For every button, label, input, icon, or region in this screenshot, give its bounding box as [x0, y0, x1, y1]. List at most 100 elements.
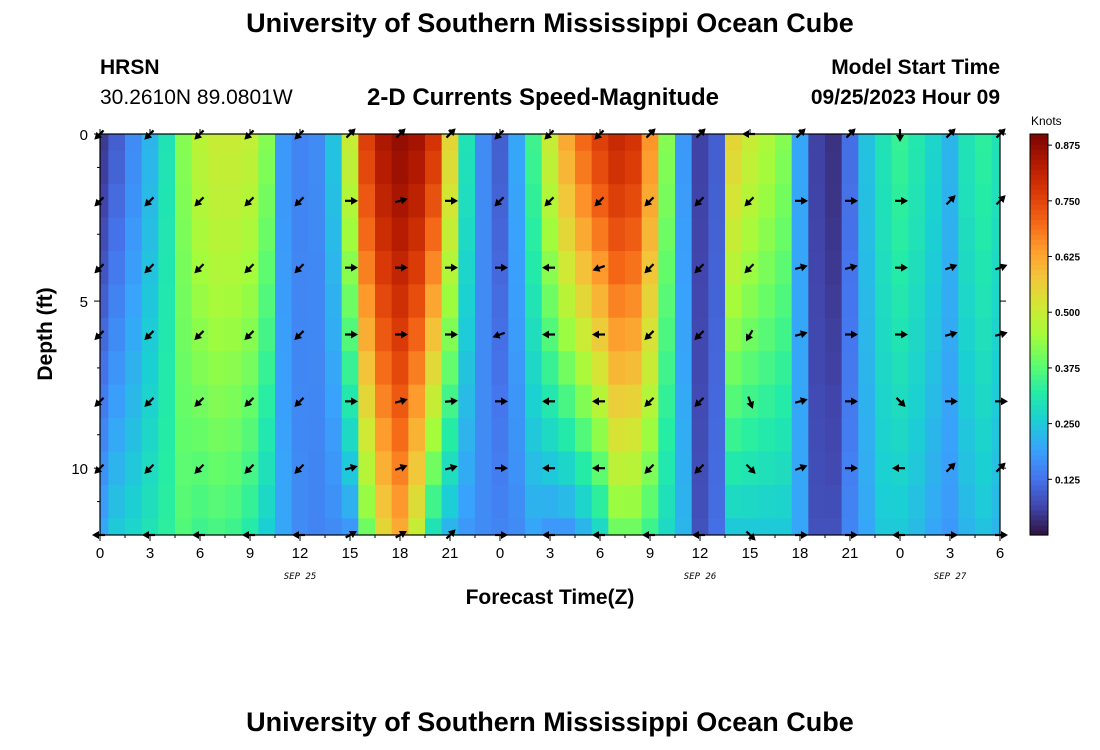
heatmap-cell — [958, 484, 976, 519]
heatmap-cell — [358, 418, 376, 452]
heatmap-cell — [258, 317, 276, 352]
x-date-label: SEP 27 — [934, 572, 967, 582]
heatmap-cell — [541, 418, 559, 452]
heatmap-cell — [525, 150, 543, 185]
heatmap-cell — [341, 484, 359, 519]
heatmap-cell — [575, 184, 593, 219]
heatmap-cell — [975, 317, 993, 352]
heatmap-cell — [508, 384, 526, 419]
current-vector-arrow — [244, 397, 255, 407]
heatmap-cell — [641, 284, 659, 319]
heatmap-cell — [308, 351, 326, 386]
heatmap-cell — [425, 184, 443, 219]
current-vector-arrow — [495, 263, 508, 272]
heatmap-cell — [891, 150, 909, 185]
colorbar-segment — [1030, 244, 1048, 250]
heatmap-cell — [975, 250, 993, 285]
heatmap-cell — [791, 518, 809, 536]
x-axis-label: Forecast Time(Z) — [466, 586, 635, 609]
heatmap-cell — [741, 134, 759, 152]
current-vector-arrow — [892, 464, 905, 473]
heatmap-cell — [608, 134, 626, 152]
heatmap-cell — [175, 184, 193, 219]
heatmap-cell — [591, 484, 609, 519]
current-vector-arrow — [194, 330, 205, 341]
heatmap-cell — [508, 150, 526, 185]
heatmap-cell — [625, 134, 643, 152]
heatmap-cell — [675, 484, 693, 519]
current-vector-arrow — [394, 196, 408, 205]
colorbar-segment — [1030, 359, 1048, 366]
y-tick-label: 10 — [71, 461, 88, 478]
heatmap-cell — [875, 217, 893, 252]
current-vector-arrow — [345, 263, 358, 272]
heatmap-cell — [608, 351, 626, 386]
heatmap-cell — [558, 250, 576, 285]
heatmap-cell — [808, 518, 826, 536]
colorbar-segment — [1030, 219, 1048, 225]
heatmap-cell — [658, 384, 676, 419]
heatmap-cell — [525, 184, 543, 219]
heatmap-cell — [741, 284, 759, 319]
heatmap-cell — [225, 317, 243, 352]
heatmap-cell — [175, 418, 193, 452]
heatmap-cell — [241, 284, 259, 319]
heatmap-cell — [541, 484, 559, 519]
heatmap-cell — [575, 250, 593, 285]
heatmap-cell — [508, 134, 526, 152]
heatmap-cell — [925, 351, 943, 386]
heatmap-cell — [258, 418, 276, 452]
heatmap-cell — [425, 150, 443, 185]
heatmap-cell — [158, 484, 176, 519]
heatmap-cell — [508, 184, 526, 219]
heatmap-cell — [158, 418, 176, 452]
heatmap-cell — [941, 351, 959, 386]
current-vector-arrow — [194, 196, 205, 207]
heatmap-cell — [358, 184, 376, 219]
heatmap-cell — [508, 317, 526, 352]
heatmap-cell — [991, 418, 1001, 452]
heatmap-cell — [825, 484, 843, 519]
heatmap-cell — [375, 351, 393, 386]
heatmap-cell — [175, 284, 193, 319]
heatmap-cell — [708, 217, 726, 252]
heatmap-cell — [708, 250, 726, 285]
heatmap-cell — [475, 184, 493, 219]
heatmap-cell — [691, 418, 709, 452]
heatmap-cell — [508, 451, 526, 486]
heatmap-cell — [275, 351, 293, 386]
heatmap-cell — [725, 150, 743, 185]
current-vector-arrow — [794, 263, 808, 272]
heatmap-cell — [925, 451, 943, 486]
heatmap-cell — [291, 150, 309, 185]
current-vector-arrow — [644, 263, 655, 274]
heatmap-cell — [408, 418, 426, 452]
heatmap-cell — [591, 418, 609, 452]
heatmap-cell — [375, 250, 393, 285]
colorbar-segment — [1030, 319, 1048, 326]
x-tick-label: 9 — [246, 545, 254, 562]
heatmap-cell — [408, 250, 426, 285]
heatmap-cell — [208, 250, 226, 285]
current-vector-arrow — [144, 463, 155, 474]
heatmap-cell — [358, 351, 376, 386]
heatmap-cell — [408, 484, 426, 519]
model-start-value: 09/25/2023 Hour 09 — [810, 86, 1000, 109]
current-vector-arrow — [944, 263, 958, 272]
heatmap-cell — [775, 351, 793, 386]
heatmap-cell — [808, 451, 826, 486]
heatmap-cell — [225, 351, 243, 386]
heatmap-cell — [691, 484, 709, 519]
heatmap-cell — [391, 134, 409, 152]
heatmap-cell — [858, 184, 876, 219]
heatmap-cell — [991, 484, 1001, 519]
colorbar-tick-label: 0.500 — [1055, 308, 1080, 319]
heatmap-cell — [225, 184, 243, 219]
heatmap-cell — [975, 150, 993, 185]
heatmap-cell — [975, 384, 993, 419]
heatmap-cell — [958, 150, 976, 185]
heatmap-cell — [191, 284, 209, 319]
heatmap-cell — [725, 284, 743, 319]
current-vector-arrow — [144, 397, 155, 407]
colorbar-segment — [1030, 214, 1048, 220]
